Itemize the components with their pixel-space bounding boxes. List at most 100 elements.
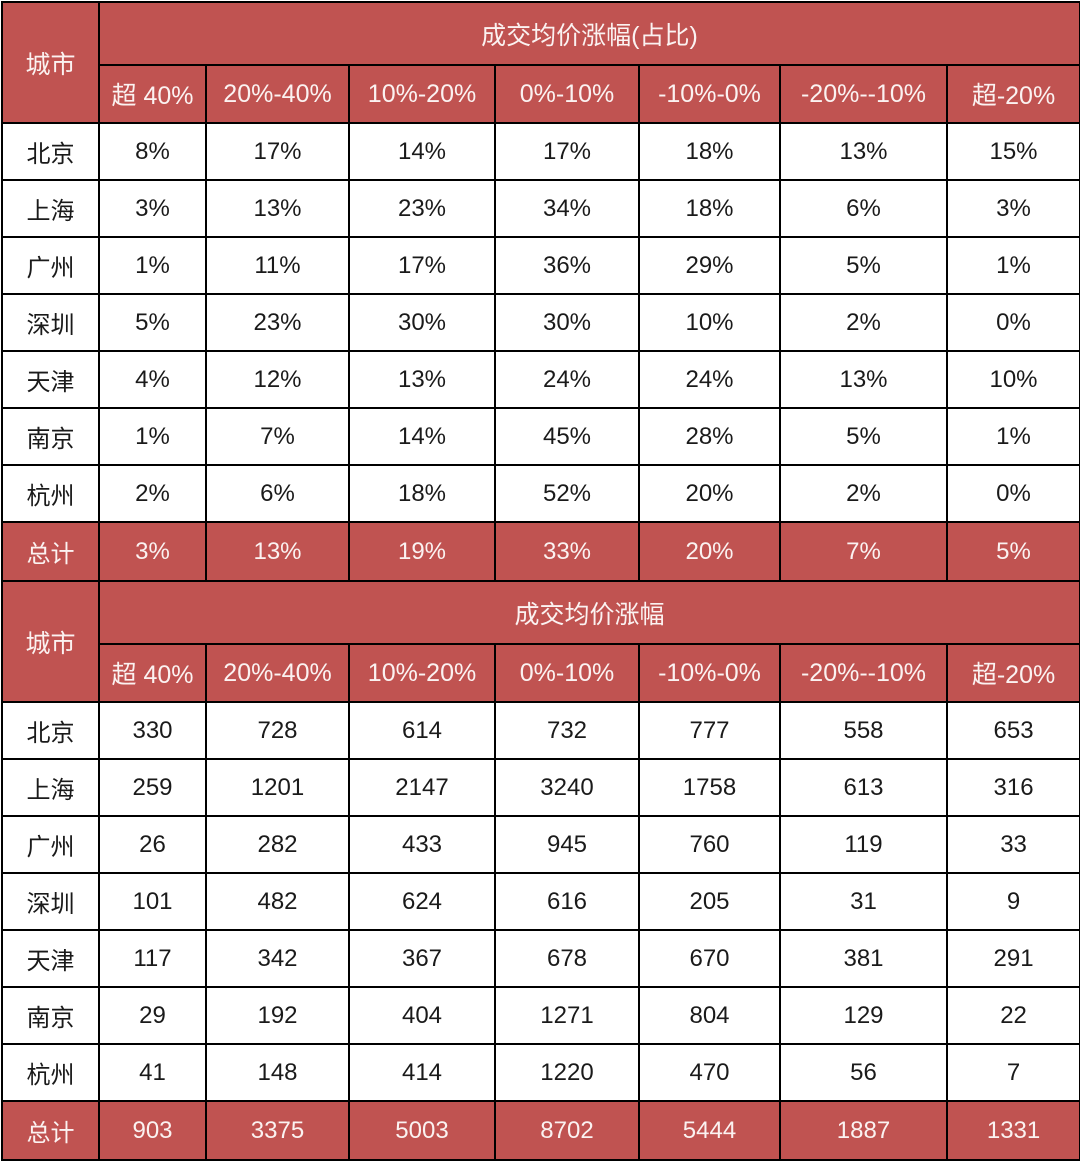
- value-cell: 2%: [779, 293, 948, 352]
- value-cell: 3%: [945, 179, 1080, 238]
- value-cell: 18%: [638, 179, 781, 238]
- value-cell: 22: [945, 986, 1080, 1045]
- total-value: 3375: [205, 1100, 350, 1161]
- table-row: 北京 330 728 614 732 777 558 653: [1, 701, 1080, 760]
- value-cell: 5%: [779, 236, 948, 295]
- price-change-count-table: 城市 成交均价涨幅超 40% 20%-40% 10%-20% 0%-10% -10%-0%…: [1, 580, 1080, 1161]
- value-cell: 2%: [98, 464, 207, 523]
- value-cell: 192: [205, 986, 350, 1045]
- value-cell: 18%: [638, 122, 781, 181]
- total-value: 8702: [494, 1100, 640, 1161]
- value-cell: 30%: [494, 293, 640, 352]
- row-label: 南京: [1, 986, 100, 1045]
- table-row: 上海 3% 13% 23% 34% 18% 6% 3%: [1, 179, 1080, 238]
- value-cell: 624: [348, 872, 496, 931]
- value-cell: 13%: [779, 350, 948, 409]
- row-label: 南京: [1, 407, 100, 466]
- row-label: 天津: [1, 929, 100, 988]
- value-cell: 23%: [348, 179, 496, 238]
- value-cell: 14%: [348, 407, 496, 466]
- value-cell: 342: [205, 929, 350, 988]
- value-cell: 1201: [205, 758, 350, 817]
- group-title-header: 成交均价涨幅: [97, 580, 1080, 645]
- value-cell: 15%: [945, 122, 1080, 181]
- row-label: 广州: [1, 815, 100, 874]
- value-cell: 148: [205, 1043, 350, 1102]
- value-cell: 732: [494, 701, 640, 760]
- table-row: 杭州 2% 6% 18% 52% 20% 2% 0%: [1, 464, 1080, 523]
- value-cell: 52%: [494, 464, 640, 523]
- value-cell: 9: [945, 872, 1080, 931]
- header-row: 城市 成交均价涨幅(占比): [1, 1, 1080, 124]
- price-change-share-table: 城市 成交均价涨幅(占比) 超 40% 20%-40% 10%-20% 0%-10% -10…: [1, 1, 1080, 582]
- value-cell: 1758: [638, 758, 781, 817]
- column-header: 0%-10%: [494, 643, 640, 703]
- total-value: 33%: [494, 521, 640, 582]
- column-header: 超 40%: [98, 64, 207, 124]
- value-cell: 20%: [638, 464, 781, 523]
- subheader-row: 超 40% 20%-40% 10%-20% 0%-10% -10%-0% -20%--10…: [2, 64, 1080, 124]
- value-cell: 13%: [348, 350, 496, 409]
- column-header: -20%--10%: [779, 643, 948, 703]
- value-cell: 6%: [205, 464, 350, 523]
- total-row: 总计 3% 13% 19% 33% 20% 7% 5%: [1, 521, 1080, 582]
- row-label: 杭州: [1, 1043, 100, 1102]
- value-cell: 4%: [98, 350, 207, 409]
- value-cell: 259: [98, 758, 207, 817]
- total-value: 1331: [945, 1100, 1080, 1161]
- value-cell: 36%: [494, 236, 640, 295]
- value-cell: 28%: [638, 407, 781, 466]
- value-cell: 119: [779, 815, 948, 874]
- value-cell: 26: [98, 815, 207, 874]
- total-value: 903: [98, 1100, 207, 1161]
- value-cell: 12%: [205, 350, 350, 409]
- row-label: 北京: [1, 701, 100, 760]
- total-value: 3%: [98, 521, 207, 582]
- value-cell: 117: [98, 929, 207, 988]
- column-header: 10%-20%: [348, 64, 496, 124]
- total-value: 5003: [348, 1100, 496, 1161]
- table-row: 广州 1% 11% 17% 36% 29% 5% 1%: [1, 236, 1080, 295]
- column-header: -10%-0%: [638, 64, 781, 124]
- column-header: 10%-20%: [348, 643, 496, 703]
- total-value: 1887: [779, 1100, 948, 1161]
- value-cell: 23%: [205, 293, 350, 352]
- value-cell: 433: [348, 815, 496, 874]
- value-cell: 613: [779, 758, 948, 817]
- value-cell: 11%: [205, 236, 350, 295]
- value-cell: 5%: [779, 407, 948, 466]
- row-label: 天津: [1, 350, 100, 409]
- value-cell: 945: [494, 815, 640, 874]
- row-label: 北京: [1, 122, 100, 181]
- column-header: 超-20%: [945, 64, 1080, 124]
- table-row: 南京 1% 7% 14% 45% 28% 5% 1%: [1, 407, 1080, 466]
- value-cell: 670: [638, 929, 781, 988]
- table-row: 深圳 101 482 624 616 205 31 9: [1, 872, 1080, 931]
- value-cell: 760: [638, 815, 781, 874]
- value-cell: 45%: [494, 407, 640, 466]
- total-label: 总计: [1, 521, 100, 582]
- value-cell: 101: [98, 872, 207, 931]
- value-cell: 29: [98, 986, 207, 1045]
- value-cell: 614: [348, 701, 496, 760]
- value-cell: 414: [348, 1043, 496, 1102]
- value-cell: 6%: [779, 179, 948, 238]
- total-value: 20%: [638, 521, 781, 582]
- value-cell: 2147: [348, 758, 496, 817]
- value-cell: 7: [945, 1043, 1080, 1102]
- value-cell: 0%: [945, 293, 1080, 352]
- value-cell: 41: [98, 1043, 207, 1102]
- header-row: 城市 成交均价涨幅: [1, 580, 1080, 703]
- column-header: -10%-0%: [638, 643, 781, 703]
- value-cell: 31: [779, 872, 948, 931]
- value-cell: 7%: [205, 407, 350, 466]
- value-cell: 205: [638, 872, 781, 931]
- column-header: 20%-40%: [205, 643, 350, 703]
- value-cell: 1%: [98, 236, 207, 295]
- subheader-row: 超 40% 20%-40% 10%-20% 0%-10% -10%-0% -20%--10…: [2, 643, 1080, 703]
- value-cell: 13%: [205, 179, 350, 238]
- value-cell: 3%: [98, 179, 207, 238]
- value-cell: 8%: [98, 122, 207, 181]
- value-cell: 17%: [205, 122, 350, 181]
